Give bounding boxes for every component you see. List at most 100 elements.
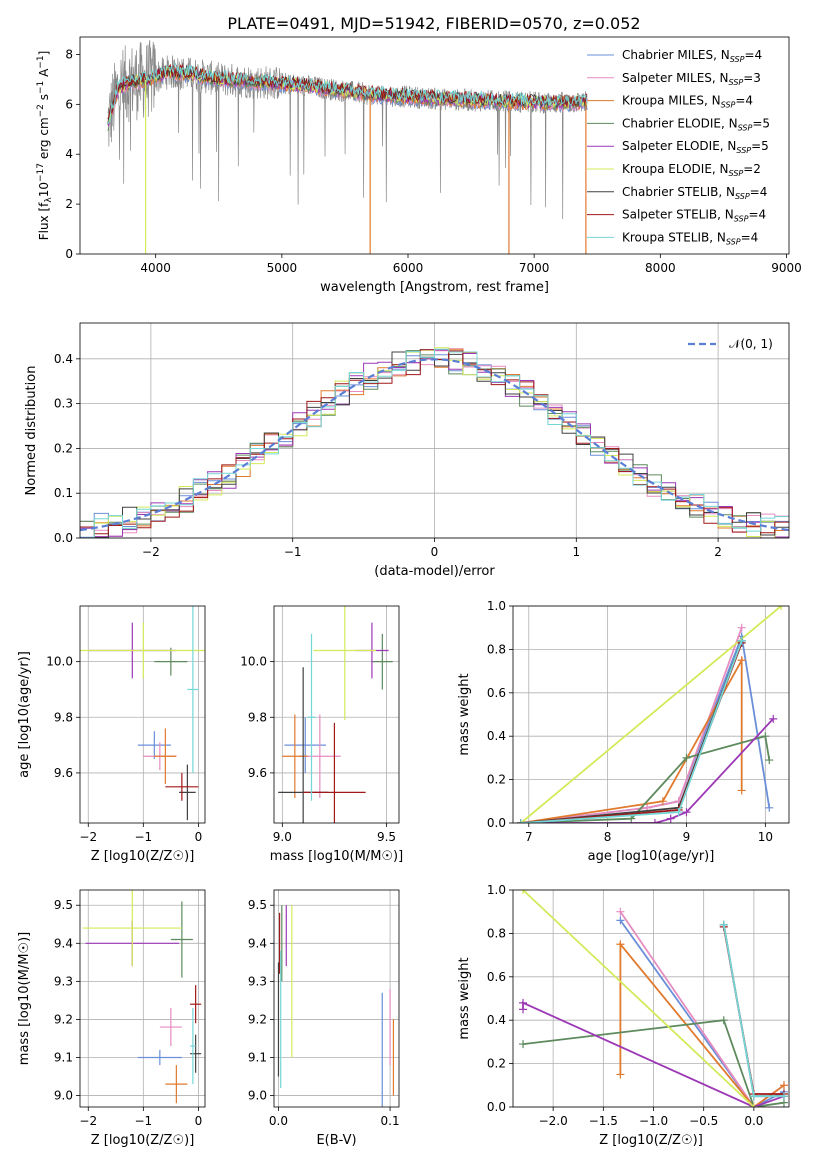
plot-area-mass_vs_ebv	[277, 905, 395, 1107]
plot-area-weight_vs_Z	[519, 890, 788, 1107]
y-tick-label: 10.0	[240, 655, 267, 669]
axes-frame	[512, 889, 790, 1108]
data-point	[616, 940, 625, 949]
axes-frame	[273, 889, 400, 1108]
x-axis-label: mass [log10(M/M☉)]	[270, 849, 403, 864]
y-tick-label: 0.0	[487, 816, 506, 830]
data-point	[777, 606, 786, 610]
y-tick-label: 9.0	[248, 1089, 267, 1103]
panel-residual_histogram: −2 −1 0 1 2 0.0 0.1 0.2 0.3 0.4 (data-model)/error…	[24, 322, 790, 579]
plot-area-spectrum	[107, 40, 588, 254]
y-tick-label: 0.2	[487, 773, 506, 787]
axes-frame	[512, 605, 790, 824]
legend-label: Kroupa ELODIE, NSSP=2	[622, 162, 761, 178]
x-tick-label: −1.0	[639, 1114, 668, 1128]
data-point	[749, 1092, 758, 1101]
x-tick-label: −1	[284, 545, 302, 559]
y-tick-label: 0.6	[487, 970, 506, 984]
data-point	[761, 732, 770, 741]
legend-label: Salpeter ELODIE, NSSP=5	[622, 139, 769, 155]
x-tick-label: −1	[134, 830, 152, 844]
data-point	[779, 1081, 788, 1090]
x-tick-label: 7000	[519, 261, 550, 275]
y-tick-label: 2	[65, 197, 73, 211]
axes-frame	[79, 605, 206, 824]
data-point	[616, 1070, 625, 1079]
model-spectrum	[107, 62, 588, 125]
y-axis-label: mass weight	[457, 957, 472, 1039]
y-tick-label: 0.2	[54, 441, 73, 455]
x-tick-label: 0	[195, 830, 203, 844]
x-tick-label: 10	[758, 830, 773, 844]
data-point	[749, 1103, 758, 1107]
normal-reference-curve	[80, 358, 789, 532]
axes-frame	[79, 322, 790, 539]
x-tick-label: −1	[134, 1114, 152, 1128]
panel-age_vs_mass: 9.0 9.5 9.6 9.8 10.0 mass [log10(M/M☉)]	[240, 605, 403, 864]
legend-label: 𝒩(0, 1)	[729, 337, 773, 351]
y-tick-label: 0.8	[487, 642, 506, 656]
data-point	[666, 814, 675, 823]
y-tick-label: 9.6	[54, 766, 73, 780]
x-axis-label: Z [log10(Z/Z☉)]	[91, 849, 195, 864]
x-tick-label: 4000	[140, 261, 171, 275]
x-tick-label: 1	[572, 545, 580, 559]
data-point	[516, 819, 525, 823]
data-point	[765, 756, 774, 765]
weight-series	[619, 941, 785, 1107]
y-tick-label: 0	[65, 247, 73, 261]
y-tick-label: 0.1	[54, 486, 73, 500]
y-tick-label: 0.8	[487, 926, 506, 940]
panel-weight_vs_age: 7 8 9 10 0.0 0.2 0.4 0.6 0.8 1.0 age [log10(age/yr…	[457, 599, 790, 864]
x-tick-label: 6000	[393, 261, 424, 275]
x-tick-label: 8	[604, 830, 612, 844]
data-point	[737, 623, 746, 632]
y-axis-label: mass weight	[457, 673, 472, 755]
axes-frame	[273, 605, 400, 824]
x-tick-label: 2	[714, 545, 722, 559]
data-point	[519, 890, 528, 894]
axes-frame	[79, 889, 206, 1108]
y-tick-label: 9.4	[248, 936, 267, 950]
data-point	[674, 808, 683, 817]
weight-series	[522, 1019, 785, 1107]
x-tick-label: −2	[79, 1114, 97, 1128]
y-tick-label: 9.1	[248, 1051, 267, 1065]
y-tick-label: 9.8	[54, 710, 73, 724]
axes-frame	[79, 36, 790, 255]
y-tick-label: 0.0	[487, 1100, 506, 1114]
legend-label: Kroupa STELIB, NSSP=4	[622, 230, 758, 246]
panel-mass_vs_ebv: 0.0 0.1 9.0 9.1 9.2 9.3 9.4 9.5 E(B-V)	[248, 889, 400, 1148]
data-point	[719, 1016, 728, 1025]
y-tick-label: 0.4	[487, 1013, 506, 1027]
legend-label: Chabrier MILES, NSSP=4	[622, 48, 762, 64]
x-tick-label: 9000	[771, 261, 802, 275]
y-axis-label: Flux [fλ10−17 erg cm−2 s−1 A−1]	[36, 51, 54, 241]
x-axis-label: E(B-V)	[316, 1133, 356, 1148]
data-point	[616, 916, 625, 925]
weight-series	[520, 656, 743, 823]
y-axis-label: age [log10(age/yr)]	[17, 651, 32, 778]
x-tick-label: 7	[525, 830, 533, 844]
plot-area-age_vs_mass	[278, 606, 393, 823]
data-point	[769, 714, 778, 723]
x-tick-label: −1.5	[589, 1114, 618, 1128]
y-tick-label: 1.0	[487, 599, 506, 613]
plot-area-mass_vs_Z	[82, 890, 202, 1104]
y-tick-label: 9.8	[248, 710, 267, 724]
y-tick-label: 0.4	[54, 352, 73, 366]
x-tick-label: 9	[683, 830, 691, 844]
x-tick-label: −2.0	[539, 1114, 568, 1128]
y-tick-label: 0.3	[54, 397, 73, 411]
x-axis-label: age [log10(age/yr)]	[588, 849, 715, 864]
y-tick-label: 6	[65, 97, 73, 111]
y-tick-label: 9.4	[54, 936, 73, 950]
plot-area-residual_histogram	[80, 347, 789, 538]
x-tick-label: 0	[195, 1114, 203, 1128]
x-axis-label: Z [log10(Z/Z☉)]	[599, 1133, 703, 1148]
data-point	[519, 998, 528, 1007]
legend-label: Salpeter MILES, NSSP=3	[622, 71, 761, 87]
x-tick-label: −0.5	[689, 1114, 718, 1128]
x-tick-label: 0.0	[269, 1114, 288, 1128]
y-axis-label: mass [log10(M/M☉)]	[17, 932, 32, 1065]
